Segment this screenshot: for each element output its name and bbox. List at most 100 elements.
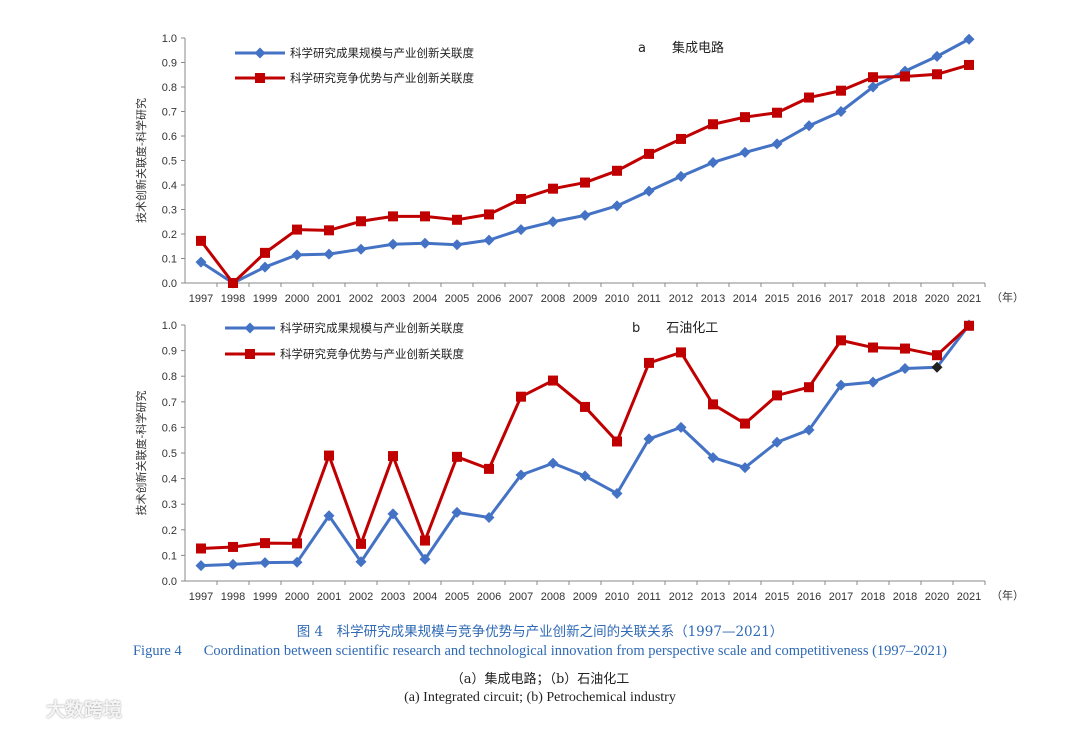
x-tick-label: 2018 [893, 591, 917, 603]
data-point-diamond [579, 470, 591, 482]
chart-panel-a: 0.0 0.1 0.2 0.3 0.4 0.5 0.6 0.7 0.8 0.9 1.0 1997 199… [134, 33, 1024, 305]
data-point-diamond [835, 106, 847, 117]
panel-title: a 集成电路 [638, 40, 724, 56]
data-point-diamond [547, 457, 559, 469]
legend-label: 科学研究竞争优势与产业创新关联度 [290, 71, 474, 85]
data-point-square [548, 183, 558, 194]
data-point-square [676, 347, 686, 358]
legend-label: 科学研究成果规模与产业创新关联度 [280, 321, 464, 335]
data-point-square [708, 119, 718, 130]
data-point-square [516, 391, 526, 402]
data-point-square [964, 320, 974, 331]
data-point-diamond [867, 376, 879, 388]
subcaption-en: (a) Integrated circuit; (b) Petrochemica… [404, 690, 676, 705]
data-point-square [772, 107, 782, 118]
data-point-diamond [771, 436, 783, 448]
x-tick-label: 1997 [189, 293, 213, 305]
y-tick-label: 0.9 [162, 346, 177, 358]
x-tick-label: 2020 [925, 293, 949, 305]
data-point-square [388, 211, 398, 222]
y-tick-label: 0.4 [162, 474, 177, 486]
x-tick-label: 1998 [221, 591, 245, 603]
x-tick-label: 2008 [541, 293, 565, 305]
y-tick-label: 0.5 [162, 156, 177, 168]
y-tick-label: 0.6 [162, 422, 177, 434]
data-point-square [804, 382, 814, 393]
data-point-diamond [419, 553, 431, 565]
data-point-square [900, 343, 910, 354]
data-point-diamond [707, 156, 719, 168]
data-point-square [196, 543, 206, 554]
x-tick-label: 2006 [477, 591, 501, 603]
x-tick-label: 1998 [221, 293, 245, 305]
y-tick-label: 0.5 [162, 448, 177, 460]
data-point-diamond [675, 170, 687, 182]
x-tick-label: 2011 [637, 591, 661, 603]
data-point-diamond [579, 209, 591, 221]
data-point-diamond [739, 462, 751, 474]
x-tick-label: 2017 [829, 293, 853, 305]
legend-label: 科学研究竞争优势与产业创新关联度 [280, 347, 464, 361]
data-point-diamond [803, 424, 815, 436]
data-point-diamond [227, 558, 239, 570]
figure-title-en: Coordination between scientific research… [203, 643, 947, 659]
x-tick-label: 2004 [413, 591, 437, 603]
x-tick-label: 2016 [797, 293, 821, 305]
data-point-square [420, 211, 430, 222]
data-point-square [292, 538, 302, 549]
data-point-square [868, 72, 878, 83]
data-point-square [868, 342, 878, 353]
data-point-square [964, 59, 974, 70]
x-tick-label: 2014 [733, 293, 757, 305]
x-tick-label: 2020 [925, 591, 949, 603]
data-point-square [196, 235, 206, 246]
data-point-square [836, 335, 846, 346]
x-tick-label: 1999 [253, 591, 277, 603]
y-tick-label: 0.0 [162, 278, 177, 290]
y-tick-label: 0.2 [162, 229, 177, 241]
x-tick-label: 2014 [733, 591, 757, 603]
data-point-square [260, 247, 270, 258]
data-point-square [612, 436, 622, 447]
y-tick-label: 0.3 [162, 499, 177, 511]
data-point-diamond [803, 120, 815, 132]
figure-caption-en: Figure 4 Coordination between scientific … [0, 643, 1080, 660]
x-tick-label: 2000 [285, 293, 309, 305]
y-axis-label: 技术创新关联度-科学研究 [134, 391, 148, 516]
data-point-square [932, 350, 942, 361]
data-point-square [644, 148, 654, 159]
data-point-square [676, 133, 686, 144]
data-point-diamond [611, 487, 623, 499]
series-line [199, 63, 970, 285]
data-point-diamond [451, 506, 463, 518]
y-tick-label: 0.6 [162, 131, 177, 143]
x-tick-label: 2021 [957, 591, 981, 603]
legend-marker-square [245, 349, 255, 359]
x-tick-label: 2018 [861, 591, 885, 603]
data-point-square [484, 463, 494, 474]
data-point-diamond [963, 33, 975, 45]
data-point-diamond [515, 224, 527, 236]
x-tick-label: 2013 [701, 293, 725, 305]
data-point-square [804, 92, 814, 103]
data-point-square [452, 214, 462, 225]
x-tick-label: 2001 [317, 293, 341, 305]
data-point-square [708, 399, 718, 410]
x-tick-label: 2005 [445, 293, 469, 305]
data-point-diamond [483, 512, 495, 524]
data-point-square [452, 451, 462, 462]
data-point-diamond [291, 556, 303, 568]
data-point-square [516, 193, 526, 204]
data-point-diamond [707, 452, 719, 464]
data-point-diamond [771, 138, 783, 150]
data-point-diamond [323, 510, 335, 522]
data-point-diamond [899, 363, 911, 375]
x-tick-label: 2009 [573, 591, 597, 603]
chart-panel-b: 0.0 0.1 0.2 0.3 0.4 0.5 0.6 0.7 0.8 0.9 1.0 1997 199… [134, 319, 1024, 603]
y-tick-label: 0.2 [162, 525, 177, 537]
series-competitiveness [196, 59, 974, 288]
data-point-square [420, 535, 430, 546]
y-tick-label: 0.9 [162, 58, 177, 70]
x-tick-label: 2002 [349, 293, 373, 305]
